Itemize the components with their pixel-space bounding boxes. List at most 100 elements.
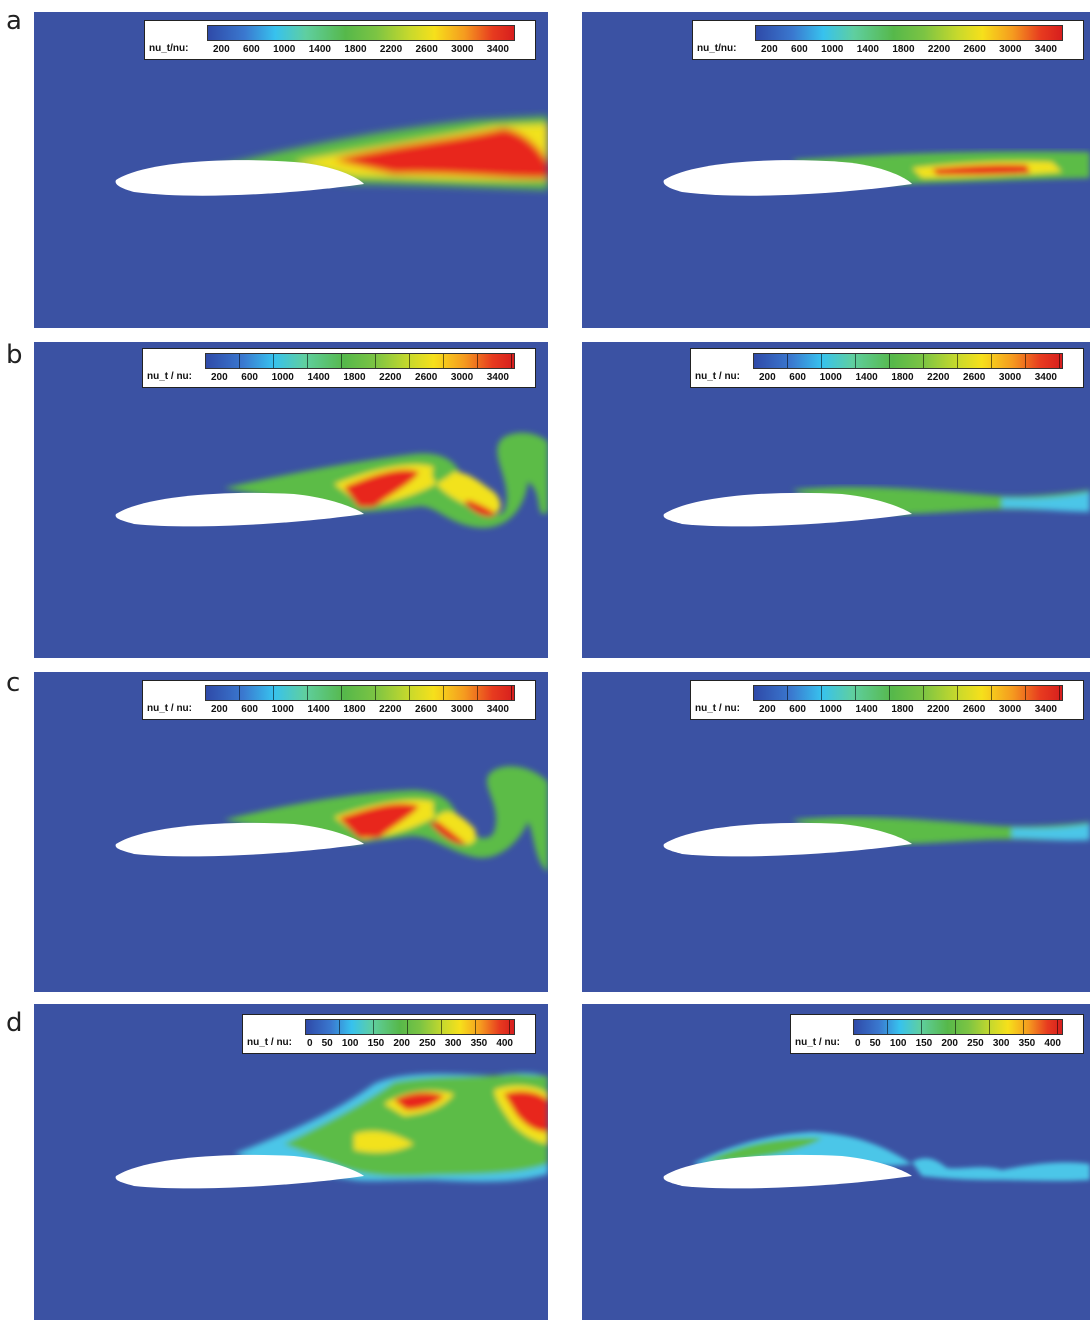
tick-label: 50 <box>321 1038 333 1049</box>
panel-c-left: nu_t / nu: 200 600 1000 1400 1800 2200 2… <box>34 672 548 992</box>
colorbar-legend: nu_t / nu: 200 600 1000 1400 1800 2200 2… <box>690 348 1084 388</box>
tick-label: 200 <box>213 44 230 55</box>
tick-label: 250 <box>967 1038 984 1049</box>
tick-label: 2200 <box>927 372 950 383</box>
row-label-a: a <box>6 6 22 36</box>
colorbar <box>205 353 515 369</box>
airfoil <box>663 822 912 857</box>
tick-label: 600 <box>791 44 808 55</box>
colorbar-legend: nu_t / nu: 200 600 1000 1400 1800 2200 2… <box>142 348 536 388</box>
colorbar-ticks: 200 600 1000 1400 1800 2200 2600 3000 34… <box>753 372 1063 384</box>
colorbar-ticks: 200 600 1000 1400 1800 2200 2600 3000 34… <box>205 704 515 716</box>
tick-label: 200 <box>211 704 228 715</box>
tick-label: 2600 <box>963 372 986 383</box>
tick-label: 3000 <box>998 704 1022 715</box>
colorbar-label: nu_t/nu: <box>697 43 737 54</box>
tick-label: 100 <box>889 1038 907 1049</box>
panel-b-left: nu_t / nu: 200 600 1000 1400 1800 2200 2… <box>34 342 548 658</box>
tick-label: 200 <box>941 1038 958 1049</box>
flow-field <box>115 116 548 196</box>
tick-label: 3400 <box>1034 44 1057 55</box>
tick-label: 3000 <box>450 372 474 383</box>
panel-a-right: nu_t/nu: 200 600 1000 1400 1800 2200 260… <box>582 12 1090 328</box>
tick-label: 3000 <box>999 44 1022 55</box>
colorbar-label: nu_t / nu: <box>147 371 192 382</box>
colorbar <box>753 685 1063 701</box>
tick-label: 3000 <box>450 704 474 715</box>
tick-label: 600 <box>789 704 806 715</box>
colorbar-label: nu_t / nu: <box>795 1037 840 1048</box>
tick-label: 1800 <box>343 372 366 383</box>
tick-label: 2200 <box>927 44 951 55</box>
tick-label: 200 <box>759 704 776 715</box>
tick-label: 1800 <box>343 704 366 715</box>
tick-label: 2200 <box>379 44 403 55</box>
flow-field <box>663 486 1090 527</box>
colorbar-legend: nu_t / nu: 200 600 1000 1400 1800 2200 2… <box>690 680 1084 720</box>
colorbar-ticks: 0 50 100 150 200 250 300 350 400 <box>853 1038 1063 1050</box>
flow-field <box>663 1132 1090 1189</box>
flow-field <box>663 816 1090 857</box>
colorbar <box>207 25 515 41</box>
row-label-c: c <box>6 668 21 698</box>
colorbar <box>853 1019 1063 1035</box>
tick-label: 50 <box>869 1038 881 1049</box>
airfoil <box>115 1154 364 1189</box>
tick-label: 3400 <box>1034 704 1057 715</box>
tick-label: 1400 <box>308 44 331 55</box>
tick-label: 1000 <box>271 372 294 383</box>
tick-label: 1000 <box>271 704 294 715</box>
tick-label: 2600 <box>415 704 438 715</box>
colorbar-label: nu_t / nu: <box>147 703 192 714</box>
tick-label: 3000 <box>451 44 474 55</box>
tick-label: 1800 <box>892 44 915 55</box>
tick-label: 1000 <box>819 704 842 715</box>
tick-label: 2600 <box>415 44 438 55</box>
row-label-d: d <box>6 1008 23 1038</box>
colorbar-legend: nu_t / nu: 0 50 100 150 200 250 300 350 … <box>242 1014 536 1054</box>
colorbar <box>305 1019 515 1035</box>
tick-label: 2200 <box>379 372 402 383</box>
tick-label: 350 <box>1018 1038 1036 1049</box>
tick-label: 3400 <box>486 44 509 55</box>
colorbar-ticks: 200 600 1000 1400 1800 2200 2600 3000 34… <box>207 44 515 56</box>
colorbar-label: nu_t / nu: <box>247 1037 292 1048</box>
tick-label: 200 <box>393 1038 410 1049</box>
panel-d-left: nu_t / nu: 0 50 100 150 200 250 300 350 … <box>34 1004 548 1320</box>
panel-d-right: nu_t / nu: 0 50 100 150 200 250 300 350 … <box>582 1004 1090 1320</box>
tick-label: 200 <box>761 44 778 55</box>
flow-field <box>663 151 1090 196</box>
tick-label: 600 <box>241 704 258 715</box>
tick-label: 0 <box>307 1038 313 1049</box>
tick-label: 400 <box>1044 1038 1061 1049</box>
colorbar-ticks: 200 600 1000 1400 1800 2200 2600 3000 34… <box>755 44 1063 56</box>
tick-label: 2600 <box>963 44 986 55</box>
colorbar-ticks: 200 600 1000 1400 1800 2200 2600 3000 34… <box>205 372 515 384</box>
tick-label: 3000 <box>998 372 1022 383</box>
tick-label: 1400 <box>307 372 330 383</box>
tick-label: 0 <box>855 1038 861 1049</box>
airfoil <box>663 492 912 527</box>
flow-field <box>115 1072 548 1189</box>
colorbar-label: nu_t / nu: <box>695 703 740 714</box>
tick-label: 1800 <box>344 44 367 55</box>
tick-label: 1800 <box>891 372 914 383</box>
colorbar <box>753 353 1063 369</box>
flow-field <box>115 766 548 872</box>
panel-b-right: nu_t / nu: 200 600 1000 1400 1800 2200 2… <box>582 342 1090 658</box>
colorbar-ticks: 0 50 100 150 200 250 300 350 400 <box>305 1038 515 1050</box>
tick-label: 3400 <box>486 704 509 715</box>
airfoil <box>663 160 912 196</box>
tick-label: 2200 <box>379 704 402 715</box>
panel-a-left: nu_t/nu: 200 600 1000 1400 1800 2200 260… <box>34 12 548 328</box>
airfoil <box>115 160 364 196</box>
tick-label: 600 <box>243 44 260 55</box>
tick-label: 600 <box>241 372 258 383</box>
tick-label: 200 <box>759 372 776 383</box>
tick-label: 150 <box>367 1038 385 1049</box>
tick-label: 100 <box>341 1038 359 1049</box>
colorbar-ticks: 200 600 1000 1400 1800 2200 2600 3000 34… <box>753 704 1063 716</box>
tick-label: 200 <box>211 372 228 383</box>
tick-label: 250 <box>419 1038 436 1049</box>
tick-label: 350 <box>470 1038 488 1049</box>
